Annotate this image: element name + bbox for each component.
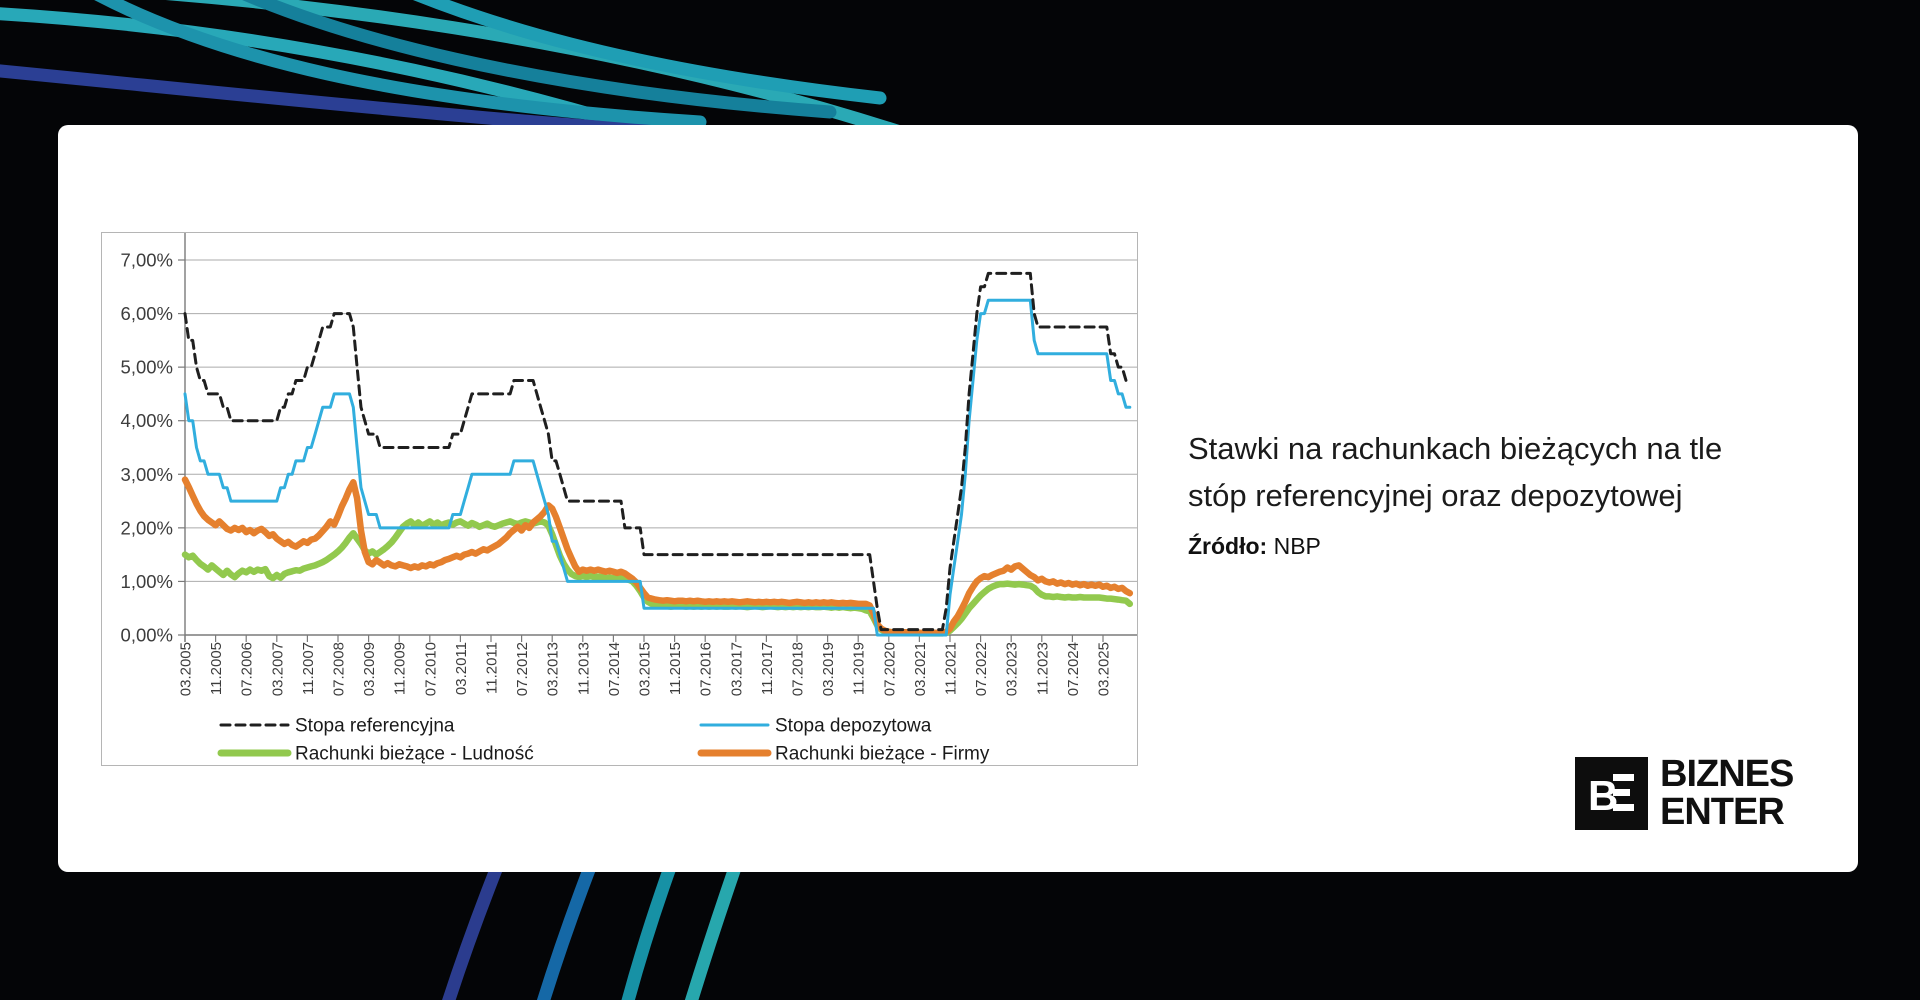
bottom-arc-2	[536, 855, 599, 1000]
svg-text:11.2009: 11.2009	[392, 642, 409, 695]
svg-text:1,00%: 1,00%	[121, 571, 173, 592]
svg-text:11.2021: 11.2021	[943, 642, 960, 695]
svg-text:Stopa referencyjna: Stopa referencyjna	[295, 716, 455, 737]
bottom-arc-1	[442, 855, 506, 1000]
svg-text:11.2017: 11.2017	[759, 642, 776, 695]
svg-text:07.2014: 07.2014	[606, 642, 623, 696]
svg-text:11.2005: 11.2005	[208, 642, 225, 695]
svg-text:11.2015: 11.2015	[667, 642, 684, 695]
top-arc-6	[412, 0, 887, 105]
svg-text:0,00%: 0,00%	[121, 625, 173, 646]
bottom-arc-4	[684, 855, 744, 1000]
svg-text:7,00%: 7,00%	[121, 250, 173, 271]
svg-text:03.2021: 03.2021	[912, 642, 929, 696]
source-note: Źródło: NBP	[1188, 533, 1321, 559]
top-arc-3	[94, 0, 707, 129]
content-card: 0,00% 1,00% 2,00% 3,00% 4,00% 5,00% 6,00% 7,00%…	[58, 125, 1858, 872]
logo-text: BIZNES ENTER	[1660, 753, 1794, 833]
svg-text:03.2007: 03.2007	[269, 642, 286, 696]
svg-text:03.2009: 03.2009	[361, 642, 378, 696]
svg-text:07.2020: 07.2020	[881, 642, 898, 696]
svg-text:03.2019: 03.2019	[820, 642, 837, 696]
svg-text:11.2013: 11.2013	[575, 642, 592, 695]
svg-text:6,00%: 6,00%	[121, 303, 173, 324]
logo-line-2: ENTER	[1660, 791, 1785, 833]
svg-text:03.2005: 03.2005	[178, 642, 195, 696]
svg-text:07.2016: 07.2016	[698, 642, 715, 696]
svg-text:Rachunki bieżące - Firmy: Rachunki bieżące - Firmy	[775, 744, 990, 765]
svg-text:5,00%: 5,00%	[121, 357, 173, 378]
svg-text:11.2007: 11.2007	[300, 642, 317, 695]
svg-text:03.2017: 03.2017	[728, 642, 745, 696]
svg-text:03.2023: 03.2023	[1004, 642, 1021, 696]
biznes-enter-logo: B BIZNES ENTER	[1575, 753, 1794, 833]
svg-text:03.2025: 03.2025	[1096, 642, 1113, 696]
svg-text:07.2008: 07.2008	[331, 642, 348, 696]
svg-text:Rachunki bieżące - Ludność: Rachunki bieżące - Ludność	[295, 744, 534, 765]
svg-text:2,00%: 2,00%	[121, 517, 173, 538]
svg-text:Stopa depozytowa: Stopa depozytowa	[775, 716, 932, 737]
svg-text:07.2010: 07.2010	[422, 642, 439, 696]
svg-text:07.2006: 07.2006	[239, 642, 256, 696]
svg-text:11.2023: 11.2023	[1034, 642, 1051, 695]
svg-text:4,00%: 4,00%	[121, 410, 173, 431]
chart-title-line-1: Stawki na rachunkach bieżących na tle	[1188, 431, 1723, 466]
svg-text:11.2019: 11.2019	[851, 642, 868, 695]
svg-text:11.2011: 11.2011	[484, 642, 501, 694]
svg-text:07.2022: 07.2022	[973, 642, 990, 696]
title-block: Stawki na rachunkach bieżących na tle st…	[1188, 425, 1828, 560]
svg-text:3,00%: 3,00%	[121, 464, 173, 485]
logo-line-1: BIZNES	[1660, 753, 1794, 795]
rates-line-chart: 0,00% 1,00% 2,00% 3,00% 4,00% 5,00% 6,00% 7,00%…	[101, 232, 1138, 766]
top-arc-5	[242, 0, 837, 119]
svg-text:07.2024: 07.2024	[1065, 642, 1082, 696]
source-label: Źródło:	[1188, 533, 1268, 559]
svg-text:03.2015: 03.2015	[637, 642, 654, 696]
chart-title-line-2: stóp referencyjnej oraz depozytowej	[1188, 478, 1683, 513]
bottom-arc-3	[621, 855, 679, 1000]
top-arc-4	[165, 0, 907, 139]
svg-text:03.2011: 03.2011	[453, 642, 470, 695]
svg-text:07.2018: 07.2018	[790, 642, 807, 696]
svg-text:07.2012: 07.2012	[514, 642, 531, 696]
logo-monogram-icon: B	[1575, 756, 1648, 830]
svg-text:03.2013: 03.2013	[545, 642, 562, 696]
